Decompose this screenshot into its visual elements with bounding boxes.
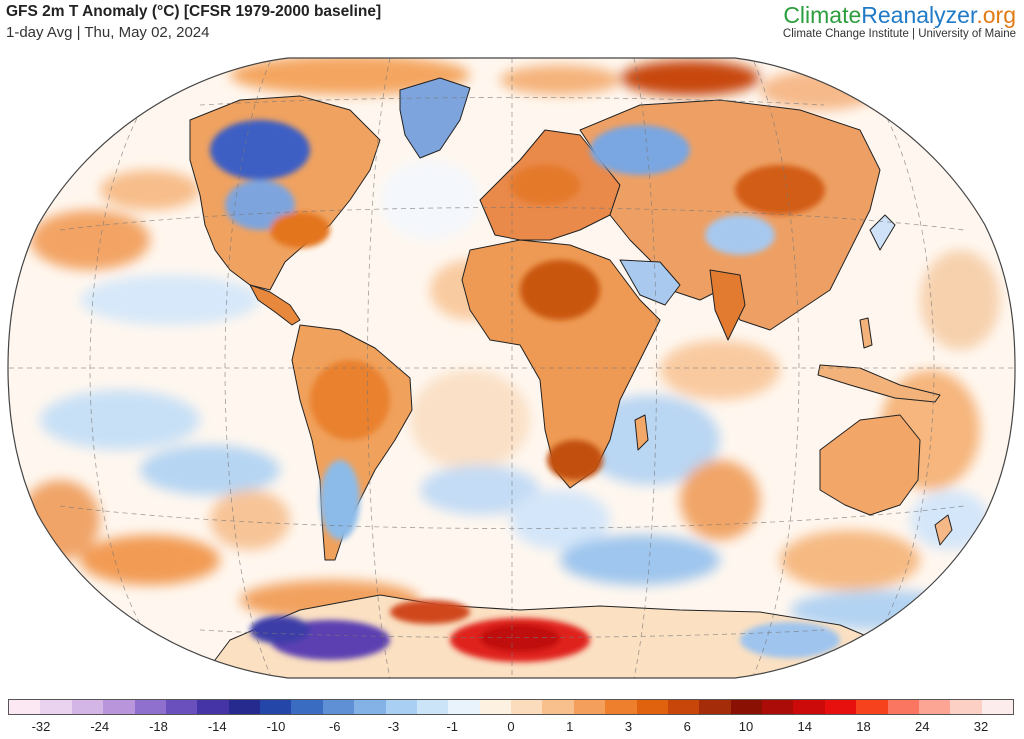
legend-swatch: [699, 700, 731, 714]
legend-swatch: [385, 700, 417, 714]
legend-tick-label: 6: [683, 719, 691, 734]
legend-swatch: [636, 700, 668, 714]
brand-logo-part3: .org: [976, 2, 1016, 28]
landmass-new-zealand: [934, 514, 953, 546]
legend-swatch: [134, 700, 166, 714]
legend-tick-label: 3: [624, 719, 633, 734]
legend-swatch: [322, 700, 355, 714]
legend-tick-label: -32: [31, 719, 51, 734]
legend-swatch: [165, 700, 198, 714]
landmass-japan: [869, 214, 896, 251]
map-subtitle: 1-day Avg | Thu, May 02, 2024: [6, 24, 210, 41]
legend-swatch: [511, 700, 543, 714]
legend-swatch: [981, 700, 1013, 714]
landmass-india: [709, 269, 746, 341]
legend-swatch: [197, 700, 229, 714]
legend-tick-label: -24: [90, 719, 110, 734]
landmass-madagascar: [634, 414, 649, 451]
legend-swatch: [856, 700, 888, 714]
legend-swatch: [762, 700, 794, 714]
legend-swatch: [71, 700, 104, 714]
landmass-arabia: [619, 259, 681, 306]
legend-swatch: [260, 700, 292, 714]
legend-ticks: -32 -24 -18 -14 -10 -6 -3 -1 0 1 3 6 10 14 18 24 32: [8, 719, 1014, 737]
legend-swatch: [824, 700, 857, 714]
globe-field: [8, 58, 1015, 678]
legend-tick-label: 32: [973, 719, 989, 734]
map-title: GFS 2m T Anomaly (°C) [CFSR 1979-2000 ba…: [6, 3, 382, 20]
brand-tagline: Climate Change Institute | University of…: [782, 28, 1016, 40]
legend-swatch: [730, 700, 762, 714]
legend-swatch: [479, 700, 511, 714]
brand-block[interactable]: ClimateReanalyzer.org Climate Change Ins…: [783, 2, 1016, 40]
anomaly-map[interactable]: [0, 52, 1024, 692]
legend-swatch: [448, 700, 480, 714]
legend-swatch: [40, 700, 72, 714]
brand-logo-part1: Climate: [783, 2, 862, 28]
legend-swatch: [605, 700, 637, 714]
legend-swatch: [228, 700, 260, 714]
legend-swatch: [918, 700, 951, 714]
legend-swatch: [103, 700, 135, 714]
legend-tick-label: 18: [856, 719, 871, 734]
legend-tick-label: -10: [266, 719, 286, 734]
legend-swatch: [950, 700, 982, 714]
legend-swatch: [573, 700, 606, 714]
strong-anomalies: [210, 120, 840, 662]
legend-tick-label: -3: [387, 719, 400, 734]
legend-tick-label: 1: [566, 719, 574, 734]
brand-logo-part2: Reanalyzer: [861, 2, 977, 28]
legend-swatch: [354, 700, 386, 714]
legend-tick-label: -1: [446, 719, 459, 734]
landmass-australia: [819, 414, 921, 516]
brand-logo[interactable]: ClimateReanalyzer.org: [783, 2, 1016, 28]
globe-outline: [7, 57, 1016, 679]
legend-swatch: [291, 700, 323, 714]
legend-swatch: [887, 700, 919, 714]
legend-swatch: [667, 700, 700, 714]
legend-tick-label: 24: [915, 719, 930, 734]
legend-tick-label: -6: [328, 719, 341, 734]
legend-tick-label: 0: [507, 719, 515, 734]
legend-colorbar: [8, 699, 1014, 715]
landmass-central-america: [249, 284, 301, 326]
graticule: [8, 58, 1015, 678]
legend-swatch: [416, 700, 449, 714]
landmass-indonesia: [817, 364, 941, 403]
legend-tick-label: 14: [797, 719, 812, 734]
legend-swatch: [542, 700, 574, 714]
legend-tick-label: 10: [738, 719, 754, 734]
legend-tick-label: -14: [207, 719, 227, 734]
legend-swatch: [793, 700, 825, 714]
legend-tick-label: -18: [149, 719, 168, 734]
landmass-philippines: [859, 317, 873, 349]
legend-swatch: [9, 700, 41, 714]
